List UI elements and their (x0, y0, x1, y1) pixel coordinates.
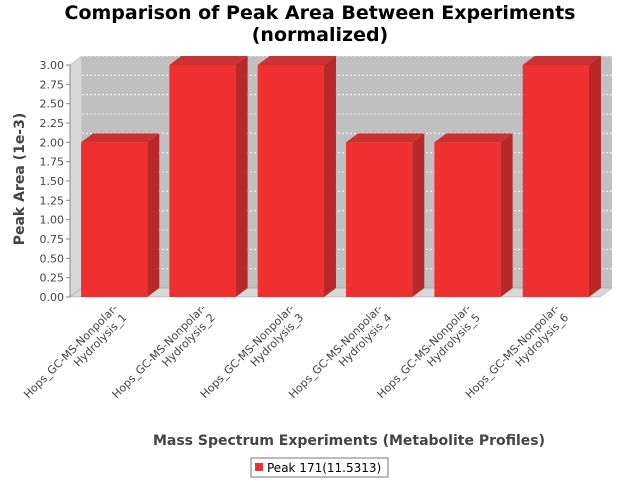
bar-side (323, 56, 336, 297)
bar-front (169, 65, 236, 297)
bar (522, 56, 601, 297)
y-tick-label: 2.00 (40, 136, 65, 149)
bar-top (169, 56, 248, 65)
bar (81, 133, 160, 297)
legend: Peak 171(11.5313) (250, 457, 389, 478)
bar (346, 133, 425, 297)
y-tick-label: 0.50 (40, 252, 65, 265)
bar-top (522, 56, 601, 65)
bar-top (81, 133, 160, 143)
chart-title-line-2: (normalized) (251, 24, 389, 46)
legend-box (250, 457, 389, 478)
bar-front (81, 142, 148, 297)
legend-label: Peak 171(11.5313) (267, 461, 381, 475)
bar-top (346, 133, 425, 143)
y-tick-label: 2.75 (40, 78, 65, 91)
legend-swatch (255, 463, 263, 471)
y-tick-label: 3.00 (40, 59, 65, 72)
bar-side (235, 56, 248, 297)
bar-front (257, 65, 324, 297)
y-tick-label: 1.25 (40, 194, 65, 207)
x-tick-label-line: Hops_GC-MS-Nonpolar- (21, 302, 120, 401)
bar-side (588, 56, 601, 297)
y-tick-label: 1.50 (40, 175, 65, 188)
bar-side (412, 133, 425, 297)
x-axis-label: Mass Spectrum Experiments (Metabolite Pr… (153, 433, 545, 449)
chart-title: Comparison of Peak Area Between Experime… (0, 2, 640, 46)
bar-top (257, 56, 336, 65)
y-tick-label: 0.00 (40, 291, 65, 304)
y-tick-label: 1.00 (40, 214, 65, 227)
y-tick-label: 2.50 (40, 98, 65, 111)
y-tick-label: 1.75 (40, 156, 65, 169)
bar-side (147, 133, 160, 297)
bar-side (500, 133, 513, 297)
bar-front (522, 65, 589, 297)
y-tick-label: 0.25 (40, 272, 65, 285)
y-tick-label: 2.25 (40, 117, 65, 130)
plot-left-wall (69, 55, 83, 298)
bar-front (346, 142, 413, 297)
bar-top (434, 133, 513, 143)
bar (434, 133, 513, 297)
bar (169, 56, 248, 297)
y-tick-label: 0.75 (40, 233, 65, 246)
bar-front (434, 142, 501, 297)
y-axis-label: Peak Area (1e-3) (12, 113, 28, 246)
bar (257, 56, 336, 297)
chart-title-line-1: Comparison of Peak Area Between Experime… (64, 2, 576, 24)
